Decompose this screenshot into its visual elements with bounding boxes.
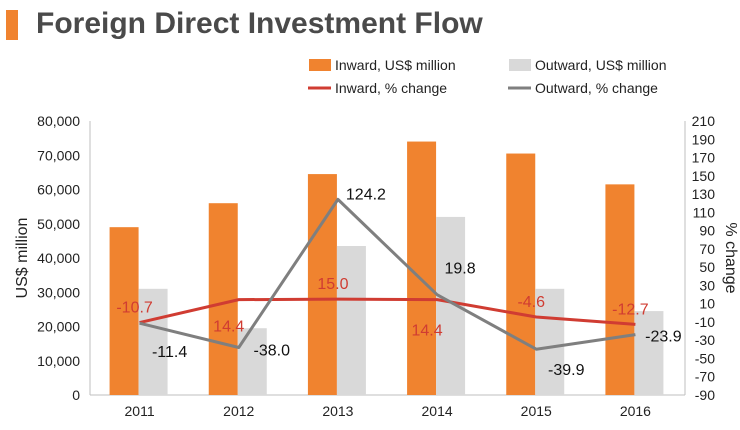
inward-bar [407, 141, 437, 395]
legend-label: Outward, % change [535, 80, 658, 96]
inward-bar [307, 174, 337, 395]
y-tick-label: 10,000 [37, 353, 80, 369]
inward-bar [109, 227, 139, 395]
inward-bar [506, 153, 536, 395]
y-tick-label: 0 [72, 387, 80, 403]
y2-tick-label: 110 [693, 204, 716, 220]
x-tick-label: 2011 [125, 403, 155, 419]
y-tick-label: 20,000 [37, 319, 80, 335]
x-tick-label: 2014 [422, 403, 453, 419]
y2-tick-label: -50 [695, 350, 715, 366]
y2-tick-label: -10 [695, 314, 715, 330]
y2-tick-label: 190 [692, 131, 716, 147]
x-tick-label: 2015 [521, 403, 552, 419]
legend-label: Inward, % change [335, 80, 447, 96]
outward-change-line [139, 197, 636, 351]
outward-change-label: 124.2 [346, 186, 386, 203]
y-tick-label: 60,000 [37, 182, 80, 198]
inward-bar [605, 184, 635, 395]
outward-change-label: -39.9 [548, 362, 585, 379]
y-axis-title: US$ million [14, 218, 31, 299]
outward-bar [535, 288, 565, 395]
x-tick-label: 2012 [223, 403, 254, 419]
outward-change-label: -38.0 [254, 343, 291, 360]
outward-change-label: 19.8 [445, 261, 476, 278]
y-tick-label: 30,000 [37, 284, 80, 300]
legend-label: Outward, US$ million [535, 57, 667, 73]
y2-tick-label: 90 [699, 223, 715, 239]
inward-change-label: -4.6 [517, 294, 545, 311]
y2-tick-label: 210 [692, 113, 716, 129]
outward-bar [138, 288, 168, 395]
y2-tick-label: 70 [699, 241, 715, 257]
outward-bar [336, 246, 366, 395]
outward-change-label: -11.4 [152, 344, 187, 361]
outward-bar [237, 328, 267, 395]
y-tick-label: 40,000 [37, 250, 80, 266]
y-tick-label: 80,000 [37, 113, 80, 129]
legend-label: Inward, US$ million [335, 57, 456, 73]
y2-tick-label: 150 [692, 168, 716, 184]
y-tick-label: 70,000 [37, 147, 80, 163]
inward-change-label: 14.4 [412, 323, 443, 340]
outward-bar [436, 216, 466, 395]
inward-bar [208, 203, 238, 395]
legend-swatch [509, 59, 531, 71]
x-tick-label: 2013 [322, 403, 353, 419]
outward-bar [634, 311, 664, 395]
title-accent-bar [6, 10, 18, 40]
y2-tick-label: -70 [695, 369, 715, 385]
y2-tick-label: 10 [699, 296, 715, 312]
y2-tick-label: -90 [695, 387, 715, 403]
inward-change-label: -12.7 [612, 301, 649, 318]
legend-swatch [309, 59, 331, 71]
page-title: Foreign Direct Investment Flow [36, 7, 483, 40]
inward-change-label: -10.7 [116, 300, 153, 317]
inward-change-label: 15.0 [317, 276, 348, 293]
y2-tick-label: 130 [692, 186, 716, 202]
y2-axis-title: % change [722, 222, 739, 293]
y2-tick-label: 30 [699, 277, 715, 293]
y-tick-label: 50,000 [37, 216, 80, 232]
x-tick-label: 2016 [620, 403, 651, 419]
y2-tick-label: 170 [692, 150, 716, 166]
inward-change-line [139, 297, 636, 326]
outward-change-label: -23.9 [645, 329, 682, 346]
y2-tick-label: -30 [695, 332, 715, 348]
y2-tick-label: 50 [699, 259, 715, 275]
inward-change-label: 14.4 [213, 319, 244, 336]
